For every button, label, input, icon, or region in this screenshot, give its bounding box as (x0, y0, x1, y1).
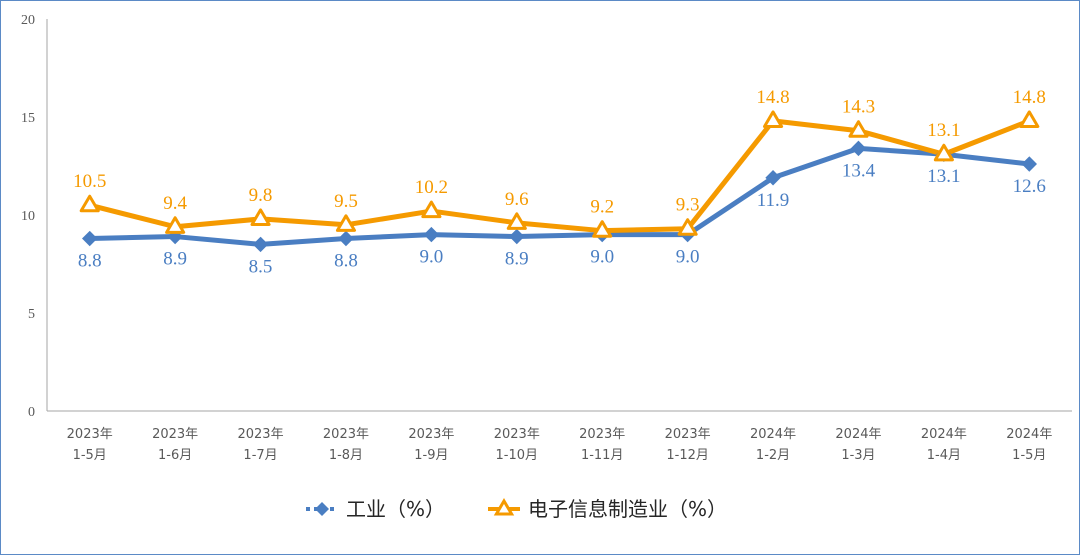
series-marker (506, 212, 527, 230)
y-tick-label: 0 (28, 405, 35, 420)
series-marker (335, 214, 357, 232)
series-marker (82, 230, 98, 247)
data-label: 9.2 (590, 197, 614, 218)
data-label: 8.8 (78, 251, 102, 272)
series-markers (79, 110, 1040, 253)
series-line-1 (87, 118, 1032, 234)
series-marker (677, 218, 698, 236)
data-label: 8.5 (249, 256, 273, 277)
x-tick-label-period: 1-4月 (927, 448, 961, 463)
series-marker (421, 200, 442, 219)
legend-triangle-icon (493, 498, 515, 516)
x-tick-labels: 2023年 1-5月 2023年 1-6月 2023年 1-7月 2023年 1-8月 2023… (67, 427, 1053, 463)
x-tick-label-year: 2023年 (237, 427, 283, 442)
data-label: 9.0 (420, 247, 444, 268)
x-tick-label-period: 1-9月 (414, 448, 448, 463)
data-label: 8.9 (163, 249, 187, 270)
x-tick-label-period: 1-5月 (1012, 448, 1046, 463)
data-labels: 8.8 8.9 8.5 8.8 9.0 8.9 9.0 9.0 11.9 13.4 13.1 12.6… (73, 87, 1046, 277)
series-marker (1019, 110, 1040, 128)
data-label: 12.6 (1013, 176, 1046, 197)
y-tick-label: 5 (28, 307, 35, 322)
x-tick-label-year: 2023年 (408, 427, 454, 442)
series-marker (848, 120, 869, 138)
series-marker (423, 226, 440, 243)
series-marker (509, 228, 525, 245)
data-label: 14.8 (1013, 87, 1046, 108)
data-label: 9.8 (249, 185, 273, 206)
data-label: 8.9 (505, 249, 529, 270)
x-tick-label-period: 1-8月 (329, 448, 363, 463)
legend: 工业（%） 电子信息制造业（%） (306, 497, 727, 521)
x-tick-label-period: 1-3月 (841, 448, 875, 463)
x-tick-label-period: 1-10月 (496, 448, 539, 463)
legend-label-0: 工业（%） (346, 497, 445, 521)
series-lines (87, 118, 1032, 247)
x-tick-label-period: 1-7月 (243, 448, 277, 463)
data-label: 9.0 (676, 247, 700, 268)
data-label: 9.0 (590, 247, 614, 268)
series-marker (765, 170, 781, 186)
series-marker (338, 230, 354, 247)
series-marker (933, 143, 954, 162)
y-tick-label: 10 (21, 209, 35, 224)
data-label: 10.2 (415, 177, 448, 198)
data-label: 13.1 (927, 166, 960, 187)
data-label: 13.1 (927, 120, 960, 141)
x-tick-label-year: 2023年 (152, 427, 198, 442)
data-label: 9.3 (676, 195, 700, 216)
legend-label-1: 电子信息制造业（%） (528, 497, 727, 521)
x-tick-label-year: 2024年 (750, 427, 796, 442)
y-tick-label: 15 (21, 111, 35, 126)
data-label: 8.8 (334, 251, 358, 272)
y-tick-labels: 0 5 10 15 20 (21, 13, 35, 420)
data-label: 13.4 (842, 160, 876, 181)
data-label: 11.9 (757, 190, 790, 211)
x-tick-label-year: 2024年 (921, 427, 967, 442)
x-tick-label-year: 2023年 (665, 427, 711, 442)
x-tick-label-period: 1-2月 (756, 448, 790, 463)
data-label: 14.3 (842, 97, 875, 118)
x-tick-label-period: 1-6月 (158, 448, 192, 463)
data-label: 10.5 (73, 171, 106, 192)
data-label: 9.5 (334, 191, 358, 212)
series-marker (850, 140, 867, 157)
series-line-0 (87, 145, 1032, 247)
x-tick-label-year: 2023年 (494, 427, 540, 442)
axes (46, 19, 1072, 412)
x-tick-label-year: 2023年 (67, 427, 113, 442)
data-label: 14.8 (756, 87, 789, 108)
series-marker (1021, 156, 1037, 172)
series-marker (252, 236, 269, 253)
x-tick-label-period: 1-11月 (581, 448, 624, 463)
data-label: 9.6 (505, 189, 529, 210)
x-tick-label-year: 2024年 (1006, 427, 1052, 442)
x-tick-label-year: 2023年 (579, 427, 625, 442)
data-label: 9.4 (163, 193, 187, 214)
series-marker (79, 194, 100, 213)
series-marker (165, 216, 186, 234)
x-tick-label-period: 1-5月 (73, 448, 107, 463)
series-marker (250, 208, 271, 226)
x-tick-label-period: 1-12月 (666, 448, 709, 463)
legend-diamond-icon (315, 502, 329, 516)
series-marker (762, 110, 784, 128)
x-tick-label-year: 2024年 (835, 427, 881, 442)
series-marker (592, 220, 613, 238)
x-tick-label-year: 2023年 (323, 427, 369, 442)
y-tick-label: 20 (21, 13, 35, 28)
